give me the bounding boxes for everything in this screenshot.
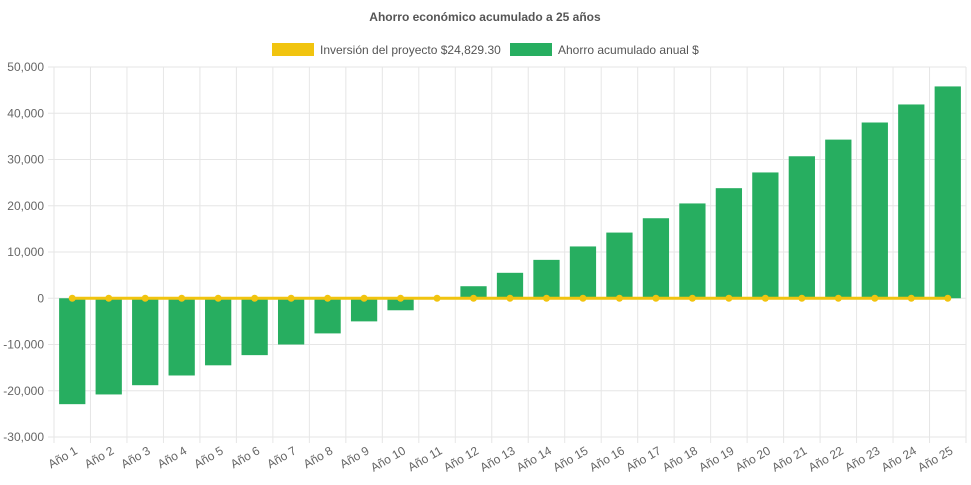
x-tick-label: Año 6 <box>228 443 262 471</box>
x-tick-label: Año 7 <box>264 443 298 471</box>
x-tick-label: Año 9 <box>337 443 371 471</box>
bar-6[interactable] <box>241 298 268 356</box>
y-tick-label: -10,000 <box>3 338 44 352</box>
x-tick-label: Año 2 <box>82 443 116 471</box>
bar-15[interactable] <box>569 246 597 299</box>
x-tick-label: Año 14 <box>514 443 554 474</box>
investment-point-13[interactable] <box>506 294 514 302</box>
x-tick-label: Año 15 <box>551 443 591 474</box>
x-tick-label: Año 19 <box>696 443 736 474</box>
investment-point-2[interactable] <box>105 294 113 302</box>
bar-4[interactable] <box>168 298 195 376</box>
legend-label-investment[interactable]: Inversión del proyecto $24,829.30 <box>320 43 501 57</box>
bar-19[interactable] <box>715 188 743 299</box>
investment-point-14[interactable] <box>542 294 550 302</box>
investment-point-15[interactable] <box>579 294 587 302</box>
investment-point-22[interactable] <box>834 294 842 302</box>
y-tick-label: 40,000 <box>7 106 44 120</box>
legend-swatch-investment[interactable] <box>272 43 314 56</box>
x-axis-ticks: Año 1 Año 2 Año 3 Año 4 Año 5 Año 6 Año 7 Año 8… <box>46 443 956 474</box>
y-tick-label: 50,000 <box>7 60 44 74</box>
bar-12[interactable] <box>460 286 487 299</box>
investment-point-4[interactable] <box>178 294 186 302</box>
bar-10[interactable] <box>387 298 414 311</box>
bar-8[interactable] <box>314 298 341 334</box>
bar-24[interactable] <box>898 104 925 299</box>
investment-point-25[interactable] <box>944 294 952 302</box>
bar-1[interactable] <box>59 298 86 405</box>
bar-2[interactable] <box>95 298 122 395</box>
investment-point-16[interactable] <box>615 294 623 302</box>
y-tick-label: 0 <box>37 291 44 305</box>
x-tick-label: Año 20 <box>733 443 773 474</box>
bar-13[interactable] <box>496 272 524 299</box>
x-tick-label: Año 22 <box>806 443 846 474</box>
y-tick-label: -20,000 <box>3 384 44 398</box>
investment-point-1[interactable] <box>68 294 76 302</box>
investment-point-23[interactable] <box>871 294 879 302</box>
bar-22[interactable] <box>825 139 852 299</box>
investment-point-8[interactable] <box>324 294 332 302</box>
x-tick-label: Año 17 <box>623 443 663 474</box>
bar-5[interactable] <box>205 298 232 366</box>
investment-point-3[interactable] <box>141 294 149 302</box>
x-tick-label: Año 3 <box>119 443 153 471</box>
y-tick-label: -30,000 <box>3 430 44 444</box>
bar-25[interactable] <box>934 86 961 299</box>
bar-14[interactable] <box>533 259 560 299</box>
investment-point-6[interactable] <box>251 294 259 302</box>
legend[interactable]: Inversión del proyecto $24,829.30 Ahorro… <box>272 43 699 57</box>
legend-label-savings[interactable]: Ahorro acumulado anual $ <box>558 43 699 57</box>
bar-7[interactable] <box>277 298 305 345</box>
bar-3[interactable] <box>132 298 159 386</box>
y-tick-label: 20,000 <box>7 199 44 213</box>
y-tick-label: 10,000 <box>7 245 44 259</box>
bar-9[interactable] <box>350 298 378 322</box>
investment-point-9[interactable] <box>360 294 368 302</box>
investment-point-10[interactable] <box>397 294 405 302</box>
bar-20[interactable] <box>752 172 779 299</box>
bar-16[interactable] <box>606 232 633 299</box>
investment-point-17[interactable] <box>652 294 660 302</box>
bar-17[interactable] <box>642 218 670 299</box>
investment-point-12[interactable] <box>470 294 478 302</box>
investment-point-19[interactable] <box>725 294 733 302</box>
x-tick-label: Año 1 <box>46 443 80 471</box>
investment-point-21[interactable] <box>798 294 806 302</box>
x-tick-label: Año 11 <box>405 443 444 474</box>
x-tick-label: Año 25 <box>915 443 955 474</box>
y-axis-ticks: 50,000 40,000 30,000 20,000 10,000 0 -10,000 -2… <box>3 60 44 444</box>
x-tick-label: Año 21 <box>769 443 809 474</box>
investment-point-24[interactable] <box>907 294 915 302</box>
x-tick-label: Año 10 <box>368 443 408 474</box>
x-tick-label: Año 23 <box>842 443 882 474</box>
investment-point-5[interactable] <box>214 294 222 302</box>
x-tick-label: Año 18 <box>660 443 700 474</box>
bar-23[interactable] <box>861 122 888 299</box>
x-tick-label: Año 13 <box>478 443 518 474</box>
investment-point-18[interactable] <box>688 294 696 302</box>
x-tick-label: Año 12 <box>441 443 481 474</box>
bar-21[interactable] <box>788 156 815 299</box>
chart-title: Ahorro económico acumulado a 25 años <box>369 10 601 24</box>
investment-point-20[interactable] <box>761 294 769 302</box>
legend-swatch-savings[interactable] <box>510 43 552 56</box>
investment-point-7[interactable] <box>287 294 295 302</box>
y-tick-label: 30,000 <box>7 153 44 167</box>
x-tick-label: Año 24 <box>879 443 919 474</box>
investment-line <box>68 294 952 302</box>
bar-18[interactable] <box>679 203 706 299</box>
x-tick-label: Año 16 <box>587 443 627 474</box>
x-tick-label: Año 5 <box>192 443 226 471</box>
investment-point-11[interactable] <box>433 294 441 302</box>
x-tick-label: Año 8 <box>301 443 335 471</box>
x-tick-label: Año 4 <box>155 443 189 471</box>
bars <box>59 86 961 405</box>
